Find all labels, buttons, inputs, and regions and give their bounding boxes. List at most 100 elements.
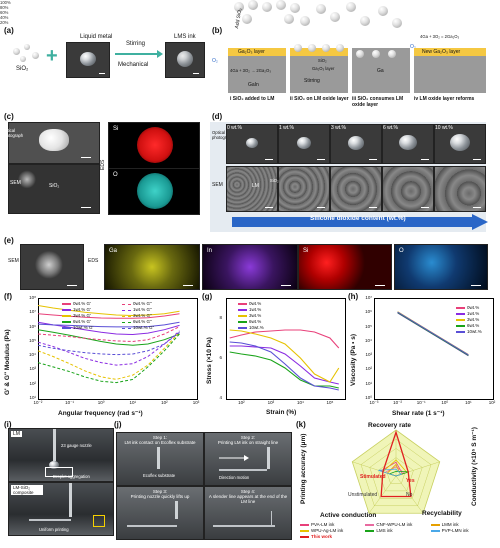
highlight-box: [45, 467, 73, 477]
uniform-label: Uniform printing: [39, 527, 69, 532]
legend-swatch: [430, 524, 440, 526]
gain-block-1: Ga₂O₃ layer 4Ga + 3O₂ → 2Ga₂O₃ GaIn: [228, 48, 286, 93]
step4-text: Step 4: A slender line appears at the en…: [208, 489, 288, 504]
k-legend-item: PVA-LM ink: [300, 522, 365, 528]
scale-bar: [81, 157, 91, 158]
g-xtick: 10⁵: [326, 400, 334, 405]
legend-label: 10wt.% G'': [133, 325, 155, 330]
legend-label: 3wt.%: [249, 313, 262, 318]
sio2-sphere: [330, 12, 340, 22]
ga2o3-layer: [290, 48, 348, 56]
g-plot: [229, 329, 340, 391]
f-legend-item: 1wt.% G': [62, 307, 122, 313]
optical-photo-1: 1 wt.%: [278, 124, 330, 164]
scale-bar: [67, 285, 77, 286]
f-ytick: 10⁵: [29, 337, 36, 343]
f-legend-item: 10wt.% G'': [122, 325, 182, 331]
gain-label: GaIn: [248, 82, 259, 88]
wt-label-0: 0 wt.%: [227, 125, 243, 131]
scale-bar: [421, 207, 429, 208]
legend-label: WPU-Ag-LM ink: [311, 528, 344, 533]
legend-label: 0wt.% G'': [133, 301, 152, 306]
sio2-sphere: [392, 18, 402, 28]
radar-grid: [360, 438, 432, 507]
printed-line: [219, 469, 267, 471]
slender-line: [271, 511, 272, 525]
legend-label: 3wt.%: [467, 317, 480, 322]
f-series-9: [37, 331, 180, 356]
step2-text: Step 2: Printing LM ink on straight line: [217, 435, 279, 445]
f-legend-item: 10wt.% G': [62, 325, 122, 331]
sem-image-2: [330, 166, 382, 212]
f-xtick: 10⁰: [97, 400, 105, 405]
lm-droplet: [399, 135, 417, 151]
radar-rtick: 40%: [0, 15, 9, 20]
legend-label: 3wt.% G': [73, 313, 91, 318]
liquid-metal-label: Liquid metal: [80, 34, 113, 40]
radar-series-6: [380, 430, 412, 498]
sio2-sphere: [356, 50, 364, 58]
sio2-sphere: [262, 2, 272, 12]
sio2-label: SiO₂: [16, 66, 29, 72]
f-series-3: [37, 329, 180, 346]
optical-row-label: Optical photograph: [212, 130, 234, 140]
sio2-sem-image: SiO₂: [8, 164, 100, 214]
yes-label: Yes: [406, 478, 415, 484]
nozzle: [267, 447, 270, 469]
eds-si-map: Si: [298, 244, 392, 290]
plus-icon: +: [46, 45, 58, 67]
sio2-particle: [24, 44, 30, 50]
lm-droplet: [450, 134, 470, 151]
sio2-sphere: [234, 2, 244, 12]
h-series-4: [397, 311, 469, 356]
h-xtick: 10⁰: [441, 400, 449, 405]
content-arrow: [232, 214, 488, 230]
legend-label: 6wt.% G'': [133, 319, 152, 324]
eds-label: EDS: [88, 258, 99, 264]
f-legend: 0wt.% G' 1wt.% G' 3wt.% G' 6wt.% G' 10wt.% G…: [62, 301, 182, 331]
sio2-powder: [39, 129, 69, 151]
scale-bar: [421, 159, 429, 160]
g-xtick: 10²: [238, 400, 245, 405]
legend-swatch: [62, 315, 71, 317]
legend-swatch: [456, 313, 465, 315]
sio2-sphere: [290, 3, 300, 13]
g-legend-item: 0wt.%: [238, 301, 264, 307]
g-ytick: 4: [219, 395, 222, 400]
f-legend-item: 0wt.% G'': [122, 301, 182, 307]
sio2-label: SiO₂: [270, 178, 279, 183]
f-plot: [37, 305, 180, 384]
lms-ink-photo: [165, 42, 205, 78]
legend-swatch: [122, 315, 131, 317]
scale-bar: [281, 285, 291, 286]
g-ylabel: Stress (×10 Pa): [206, 337, 213, 384]
sem-image-3: [382, 166, 434, 212]
step-ii: ii SiO₂ on LM oxide layer: [290, 96, 349, 102]
legend-swatch: [62, 321, 71, 323]
legend-label: 1wt.%: [467, 311, 480, 316]
printed-line: [127, 525, 177, 527]
h-legend-item: 6wt.%: [456, 323, 482, 329]
legend-label: 6wt.%: [249, 319, 262, 324]
legend-swatch: [430, 530, 440, 532]
lm-droplet: [297, 137, 311, 149]
sem-image-4: [434, 166, 486, 212]
k-axis-conductivity: Conductivity (×10⁵ S m⁻¹): [471, 427, 478, 506]
panel-label-g: (g): [202, 292, 213, 301]
f-ytick: 10¹: [29, 395, 36, 400]
panel-label-f: (f): [4, 292, 12, 301]
k-legend: PVA-LM ink CNF-WPU-LM ink LMM ink WPU-Ag-LM…: [300, 522, 496, 540]
sio2-sphere: [372, 50, 380, 58]
f-ytick: 10³: [29, 366, 36, 372]
ga-label: Ga: [377, 68, 384, 74]
lm-sio2-tag: LM-SiO₂ composite: [11, 485, 43, 495]
f-legend-item: 3wt.% G'': [122, 313, 182, 319]
content-arrow-label: Silicone dioxide content (wt.%): [310, 215, 406, 222]
sio2-particle: [32, 52, 39, 59]
legend-label: 0wt.%: [249, 301, 262, 306]
f-legend-item: 3wt.% G': [62, 313, 122, 319]
f-legend-item: 1wt.% G'': [122, 307, 182, 313]
legend-swatch: [300, 524, 309, 526]
legend-swatch: [122, 303, 131, 305]
h-ytick: 10⁵: [365, 323, 372, 329]
